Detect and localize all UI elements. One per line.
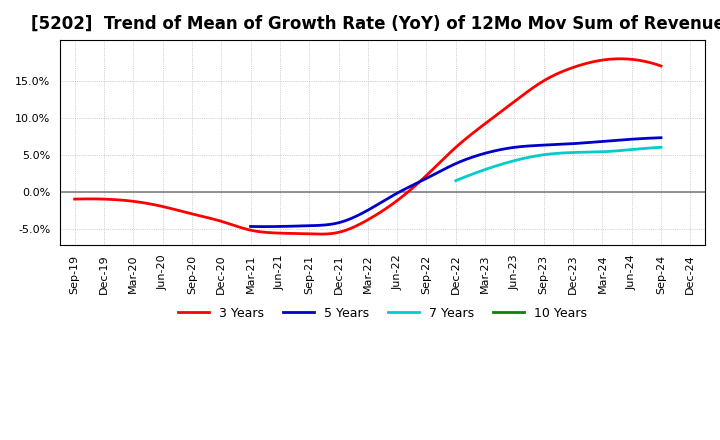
- 3 Years: [315, 231, 324, 237]
- 3 Years: [604, 57, 613, 62]
- 5 Years: [490, 148, 499, 154]
- 5 Years: [248, 224, 256, 229]
- Title: [5202]  Trend of Mean of Growth Rate (YoY) of 12Mo Mov Sum of Revenues: [5202] Trend of Mean of Growth Rate (YoY…: [31, 15, 720, 33]
- 5 Years: [260, 224, 269, 229]
- 5 Years: [492, 148, 500, 153]
- 5 Years: [593, 139, 602, 144]
- 3 Years: [71, 197, 79, 202]
- 3 Years: [419, 176, 428, 181]
- Legend: 3 Years, 5 Years, 7 Years, 10 Years: 3 Years, 5 Years, 7 Years, 10 Years: [173, 302, 593, 325]
- 5 Years: [499, 147, 508, 152]
- 7 Years: [451, 178, 460, 183]
- 5 Years: [246, 224, 255, 229]
- 7 Years: [577, 150, 585, 155]
- 7 Years: [637, 146, 646, 151]
- Line: 3 Years: 3 Years: [75, 59, 661, 234]
- 3 Years: [657, 63, 665, 69]
- 3 Years: [431, 164, 440, 169]
- 3 Years: [421, 173, 430, 179]
- Line: 7 Years: 7 Years: [456, 147, 661, 180]
- 5 Years: [657, 135, 665, 140]
- 3 Years: [616, 56, 624, 62]
- 3 Years: [72, 196, 81, 202]
- 7 Years: [452, 178, 461, 183]
- 3 Years: [567, 66, 575, 71]
- 7 Years: [574, 150, 582, 155]
- 7 Years: [573, 150, 582, 155]
- 7 Years: [624, 147, 633, 153]
- 5 Years: [620, 137, 629, 143]
- Line: 5 Years: 5 Years: [251, 138, 661, 227]
- 7 Years: [657, 145, 665, 150]
